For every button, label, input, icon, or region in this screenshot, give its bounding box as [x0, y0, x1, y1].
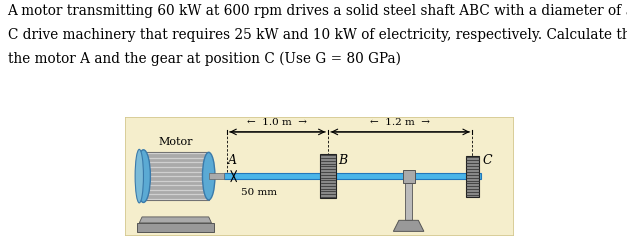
Bar	[224, 173, 481, 175]
Text: ←  1.0 m  →: ← 1.0 m →	[248, 118, 307, 127]
Text: C: C	[482, 154, 492, 167]
Ellipse shape	[203, 152, 215, 200]
Bar	[465, 156, 480, 197]
Bar	[209, 173, 224, 179]
Bar	[320, 154, 335, 198]
Text: Motor: Motor	[159, 137, 193, 147]
Text: B: B	[338, 154, 347, 167]
Text: A motor transmitting 60 kW at 600 rpm drives a solid steel shaft ABC with a diam: A motor transmitting 60 kW at 600 rpm dr…	[8, 4, 627, 66]
Ellipse shape	[137, 150, 150, 203]
Bar	[405, 183, 412, 220]
Polygon shape	[139, 217, 211, 223]
Text: 50 mm: 50 mm	[241, 188, 277, 197]
Bar	[403, 170, 414, 183]
Bar	[137, 223, 214, 232]
Text: A: A	[228, 154, 237, 167]
Polygon shape	[393, 220, 424, 231]
Ellipse shape	[135, 149, 144, 203]
Text: ←  1.2 m  →: ← 1.2 m →	[371, 118, 430, 127]
Bar	[142, 152, 209, 200]
Bar	[224, 173, 481, 179]
